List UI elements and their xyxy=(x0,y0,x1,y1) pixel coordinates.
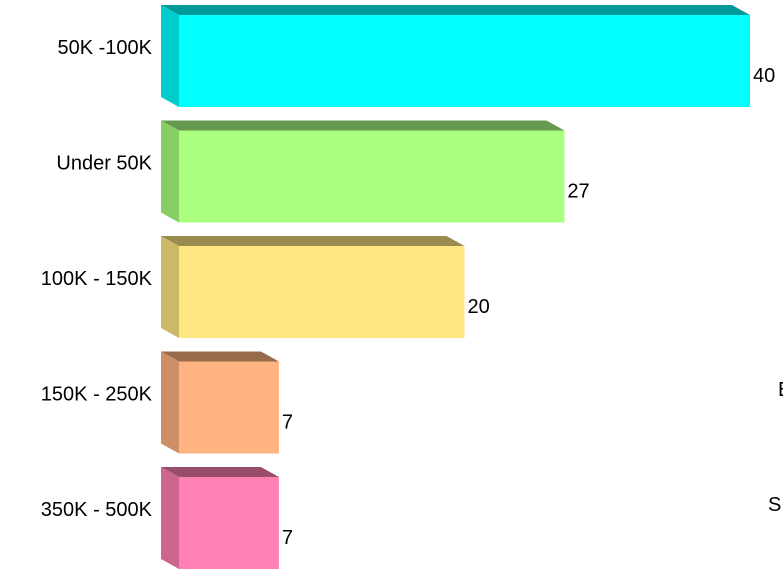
bar-front-face xyxy=(179,15,750,107)
bar-front-face xyxy=(179,361,279,454)
value-label: 7 xyxy=(282,412,293,434)
value-label: 20 xyxy=(468,296,490,318)
value-label: 27 xyxy=(567,181,589,203)
category-label: Under 50K xyxy=(56,153,152,175)
bar-side-face xyxy=(161,351,179,454)
bar-2 xyxy=(161,236,465,338)
category-label: 100K - 150K xyxy=(41,268,153,290)
bar-0 xyxy=(161,5,750,107)
category-label: 50K -100K xyxy=(57,37,152,59)
category-label: 150K - 250K xyxy=(41,384,153,406)
bar-top-face xyxy=(161,236,465,246)
bar-side-face xyxy=(161,236,179,338)
bar-3 xyxy=(161,351,279,454)
bar-front-face xyxy=(179,246,465,338)
bar-1 xyxy=(161,120,565,223)
bar-side-face xyxy=(161,467,179,569)
bar-side-face xyxy=(161,120,179,223)
bar-front-face xyxy=(179,130,565,223)
partial-text-1: E xyxy=(778,379,783,401)
bar-front-face xyxy=(179,477,279,569)
bar-4 xyxy=(161,467,279,569)
labels: 50K -100K 40 Under 50K 27 100K - 150K 20 150K … xyxy=(41,37,775,549)
bars xyxy=(161,5,750,569)
bar-top-face xyxy=(161,5,750,15)
value-label: 40 xyxy=(753,65,775,87)
partial-text-2: S xyxy=(768,494,781,516)
value-label: 7 xyxy=(282,527,293,549)
category-label: 350K - 500K xyxy=(41,499,153,521)
bar-side-face xyxy=(161,5,179,107)
bar-top-face xyxy=(161,351,279,362)
bar-top-face xyxy=(161,467,279,477)
bar-top-face xyxy=(161,120,565,131)
